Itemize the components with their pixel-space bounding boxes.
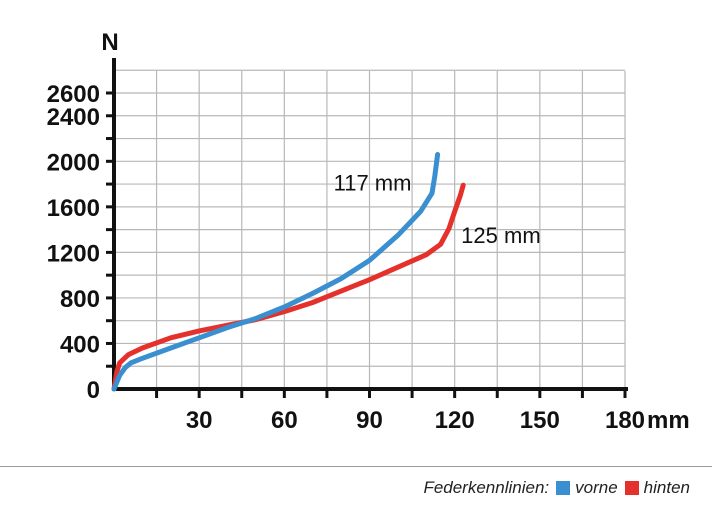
x-tick-label: 90 xyxy=(356,407,383,434)
y-tick-label: 2400 xyxy=(47,104,100,131)
x-tick-label: 180 xyxy=(605,407,645,434)
series-line-hinten xyxy=(111,182,466,392)
y-tick-label: 800 xyxy=(60,286,100,313)
divider xyxy=(0,466,712,467)
y-tick-label: 2000 xyxy=(47,149,100,176)
y-tick-label: 2600 xyxy=(47,81,100,108)
legend-swatch-vorne xyxy=(556,481,571,495)
grid xyxy=(114,69,626,389)
legend-title: Federkennlinien: xyxy=(423,478,550,497)
legend-label-vorne: vorne xyxy=(575,478,618,497)
legend: Federkennlinien: vorne hinten xyxy=(423,478,690,498)
series-line-vorne xyxy=(111,152,441,392)
y-tick-label: 1200 xyxy=(47,240,100,267)
annotation-hinten: 125 mm xyxy=(461,223,540,248)
x-tick-label: 60 xyxy=(271,407,298,434)
legend-label-hinten: hinten xyxy=(643,478,690,497)
y-tick-label: 1600 xyxy=(47,195,100,222)
x-axis-unit: mm xyxy=(647,407,690,434)
y-tick-label: 400 xyxy=(60,331,100,358)
y-tick-label: 0 xyxy=(87,377,100,404)
y-axis-unit: N xyxy=(101,29,118,56)
x-tick-label: 30 xyxy=(186,407,213,434)
x-tick-label: 150 xyxy=(520,407,560,434)
x-tick-labels: 30 60 90 120 150 180 xyxy=(186,407,645,434)
axes xyxy=(106,58,628,398)
legend-swatch-hinten xyxy=(624,481,639,495)
series-annotations: 117 mm 125 mm xyxy=(334,170,541,248)
annotation-vorne: 117 mm xyxy=(334,170,412,195)
series-lines xyxy=(111,152,466,392)
x-tick-label: 120 xyxy=(435,407,475,434)
